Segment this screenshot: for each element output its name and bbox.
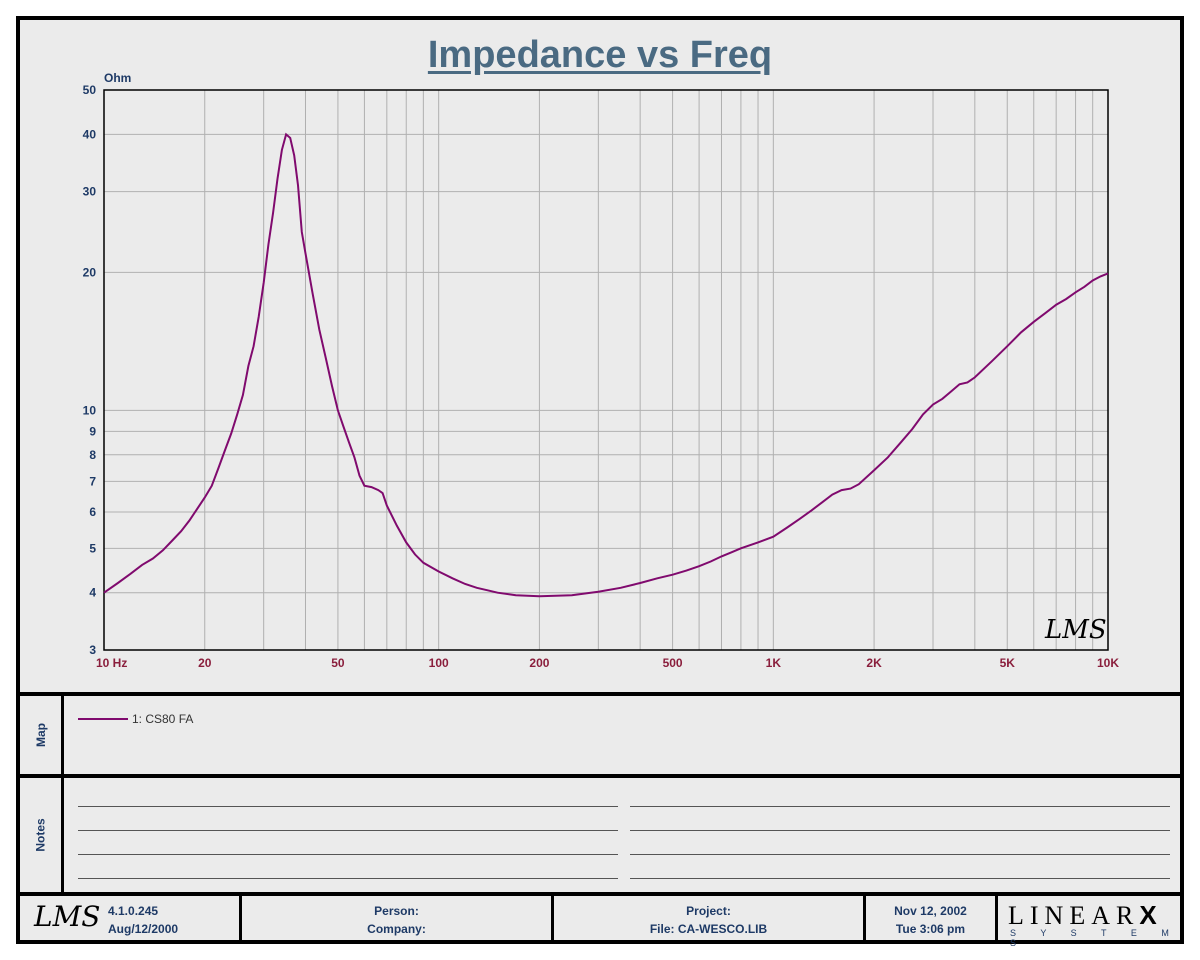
y-tick-label: 3 [89, 643, 96, 657]
x-tick-label: 10K [1097, 656, 1119, 670]
report-time: Tue 3:06 pm [895, 922, 966, 936]
x-tick-label: 50 [331, 656, 345, 670]
y-axis-label: Ohm [104, 71, 131, 85]
chart-grid [103, 89, 1109, 651]
project-label: Project: [686, 904, 731, 918]
footer-version-cell: LMS 4.1.0.245 Aug/12/2000 [20, 896, 242, 944]
y-tick-label: 7 [89, 474, 96, 488]
lms-logo: LMS [34, 900, 101, 933]
file-label: File: CA-WESCO.LIB [649, 922, 768, 936]
x-tick-label: 100 [429, 656, 449, 670]
x-tick-label: 200 [529, 656, 549, 670]
y-tick-label: 9 [89, 424, 96, 438]
x-tick-label: 20 [198, 656, 212, 670]
y-tick-label: 4 [89, 586, 96, 600]
chart-title: Impedance vs Freq [427, 34, 773, 76]
series-line-cs80-fa [103, 132, 1109, 598]
linearx-logo: LINEARX S Y S T E M S [998, 896, 1180, 948]
footer-date-cell: Nov 12, 2002 Tue 3:06 pm [866, 896, 998, 944]
brand-text: LINEAR [1008, 901, 1140, 930]
lms-watermark-logo: LMS [1044, 615, 1107, 645]
y-tick-label: 30 [83, 185, 97, 199]
note-line [630, 806, 1170, 807]
impedance-chart: 3 4 5 6 7 8 9 10 20 30 40 50 10 Hz 20 50 100 200 500 1K 2K… [83, 71, 1120, 670]
y-tick-label: 6 [89, 505, 96, 519]
y-tick-label: 5 [89, 541, 96, 555]
legend-entry: 1: CS80 FA [132, 712, 194, 726]
y-tick-label: 8 [89, 448, 96, 462]
note-line [630, 830, 1170, 831]
note-line [78, 878, 618, 879]
company-label: Company: [367, 922, 426, 936]
person-label: Person: [374, 904, 419, 918]
y-tick-label: 40 [83, 127, 97, 141]
brand-subtext: S Y S T E M S [1010, 928, 1180, 948]
map-band: Map 1: CS80 FA [20, 692, 1180, 774]
x-tick-labels: 10 Hz 20 50 100 200 500 1K 2K 5K 10K [96, 656, 1119, 670]
notes-side-label: Notes [20, 778, 64, 892]
x-tick-label: 1K [766, 656, 782, 670]
legend-swatch [78, 718, 128, 720]
y-tick-label: 20 [83, 265, 97, 279]
x-tick-label: 5K [1000, 656, 1016, 670]
note-line [630, 878, 1170, 879]
note-line [78, 830, 618, 831]
y-tick-label: 10 [83, 403, 97, 417]
report-date: Nov 12, 2002 [894, 904, 967, 918]
x-tick-label: 10 Hz [96, 656, 127, 670]
note-line [630, 854, 1170, 855]
x-tick-label: 500 [663, 656, 683, 670]
version-date: Aug/12/2000 [108, 922, 179, 936]
y-tick-labels: 3 4 5 6 7 8 9 10 20 30 40 50 [83, 83, 97, 657]
note-line [78, 806, 618, 807]
y-tick-label: 50 [83, 83, 97, 97]
brand-x: X [1139, 900, 1163, 930]
footer-project-cell: Project: File: CA-WESCO.LIB [554, 896, 866, 944]
notes-band: Notes [20, 774, 1180, 892]
note-line [78, 854, 618, 855]
legend: 1: CS80 FA [78, 712, 193, 726]
footer-person-cell: Person: Company: [242, 896, 554, 944]
x-tick-label: 2K [866, 656, 882, 670]
map-side-label: Map [20, 696, 64, 774]
footer: LMS 4.1.0.245 Aug/12/2000 Person: Compan… [20, 892, 1180, 948]
plot-area-border [103, 89, 1109, 651]
report-frame: Impedance vs Freq 3 4 5 6 7 8 9 10 20 30 40 50 10 H… [16, 16, 1184, 948]
version-number: 4.1.0.245 [108, 904, 159, 918]
